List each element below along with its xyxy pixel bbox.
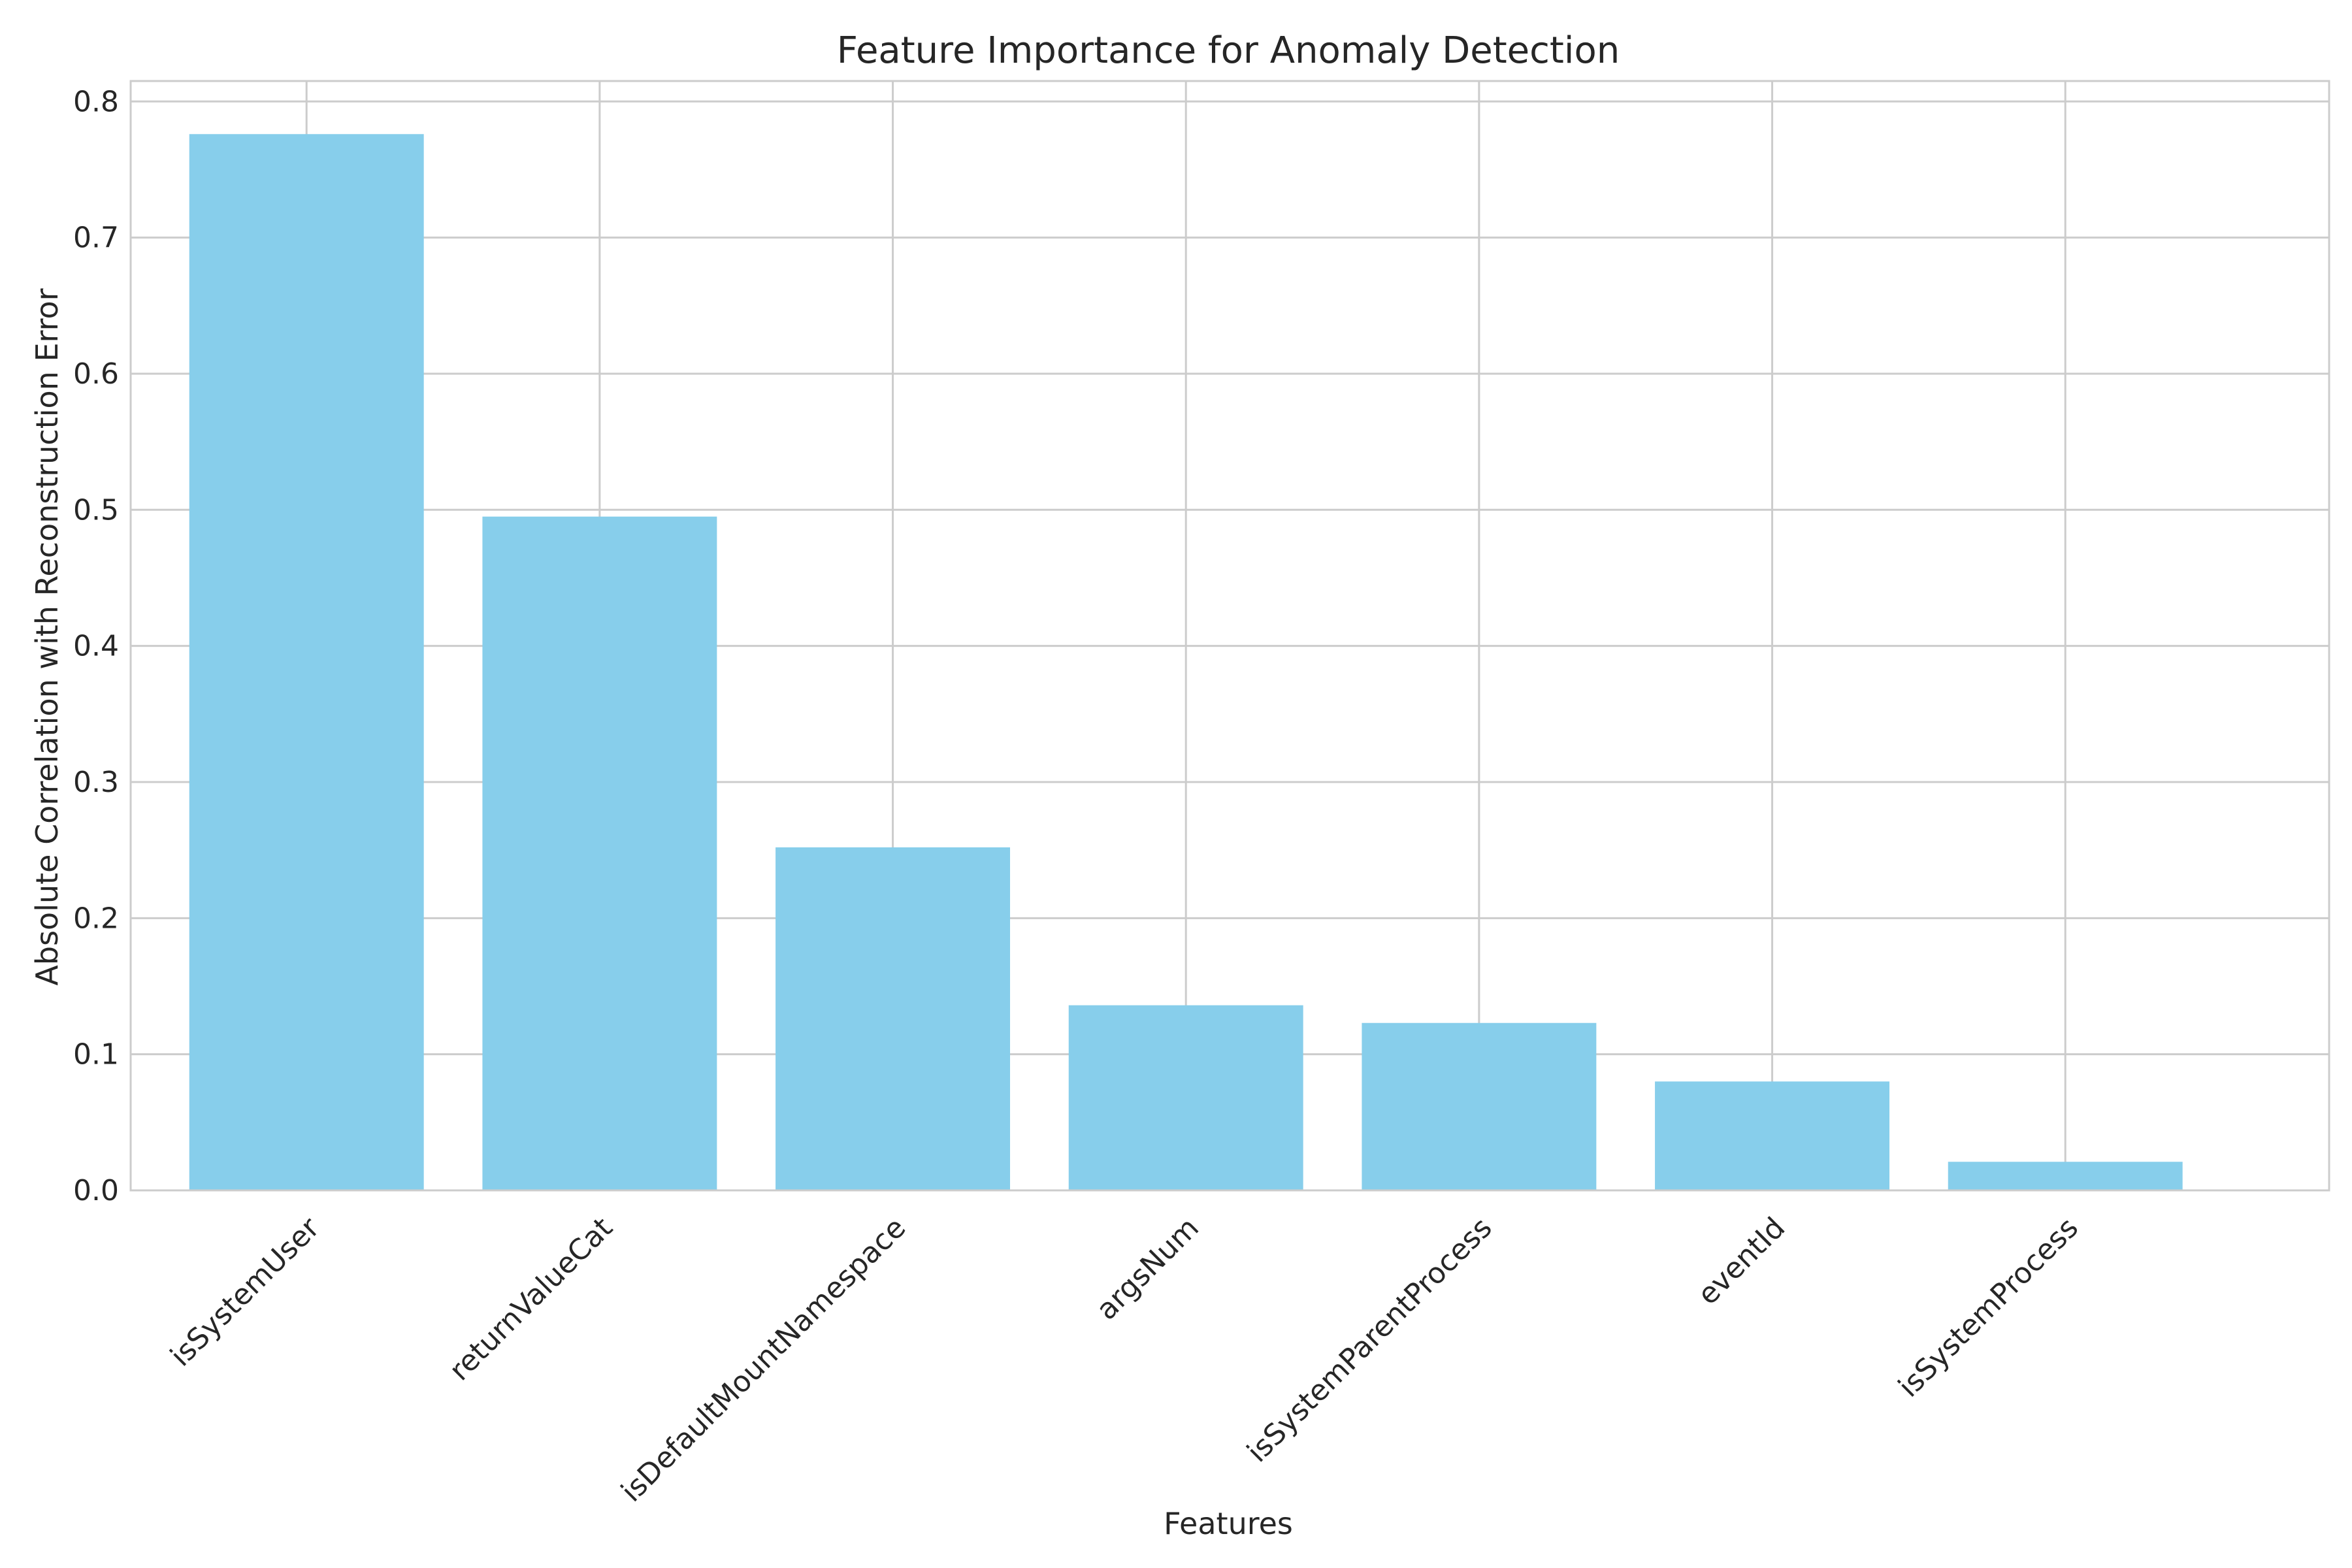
y-axis-label: Absolute Correlation with Reconstruction… <box>29 288 65 985</box>
plot-frame <box>129 80 2330 1192</box>
bar-isSystemParentProcess <box>1362 1022 1597 1190</box>
bar-layer <box>189 134 2183 1190</box>
bar-eventId <box>1655 1081 1889 1190</box>
y-tick-label: 0.7 <box>73 221 119 255</box>
bar-isDefaultMountNamespace <box>776 847 1010 1190</box>
y-tick-label: 0.1 <box>73 1038 119 1071</box>
chart-title: Feature Importance for Anomaly Detection <box>837 29 1620 72</box>
y-tick-label: 0.4 <box>73 630 119 663</box>
y-tick-label: 0.2 <box>73 902 119 935</box>
bar-isSystemProcess <box>1948 1162 2183 1190</box>
bar-isSystemUser <box>189 134 424 1190</box>
y-tick-label: 0.3 <box>73 766 119 799</box>
y-tick-labels: 0.0 0.1 0.2 0.3 0.4 0.5 0.6 0.7 0.8 <box>73 85 119 1207</box>
y-tick-label: 0.6 <box>73 357 119 391</box>
y-tick-label: 0.0 <box>73 1174 119 1207</box>
bar-returnValueCat <box>482 516 717 1190</box>
bar-argsNum <box>1068 1005 1303 1190</box>
y-tick-label: 0.8 <box>73 85 119 118</box>
y-tick-label: 0.5 <box>73 493 119 527</box>
x-axis-label: Features <box>1164 1506 1293 1541</box>
